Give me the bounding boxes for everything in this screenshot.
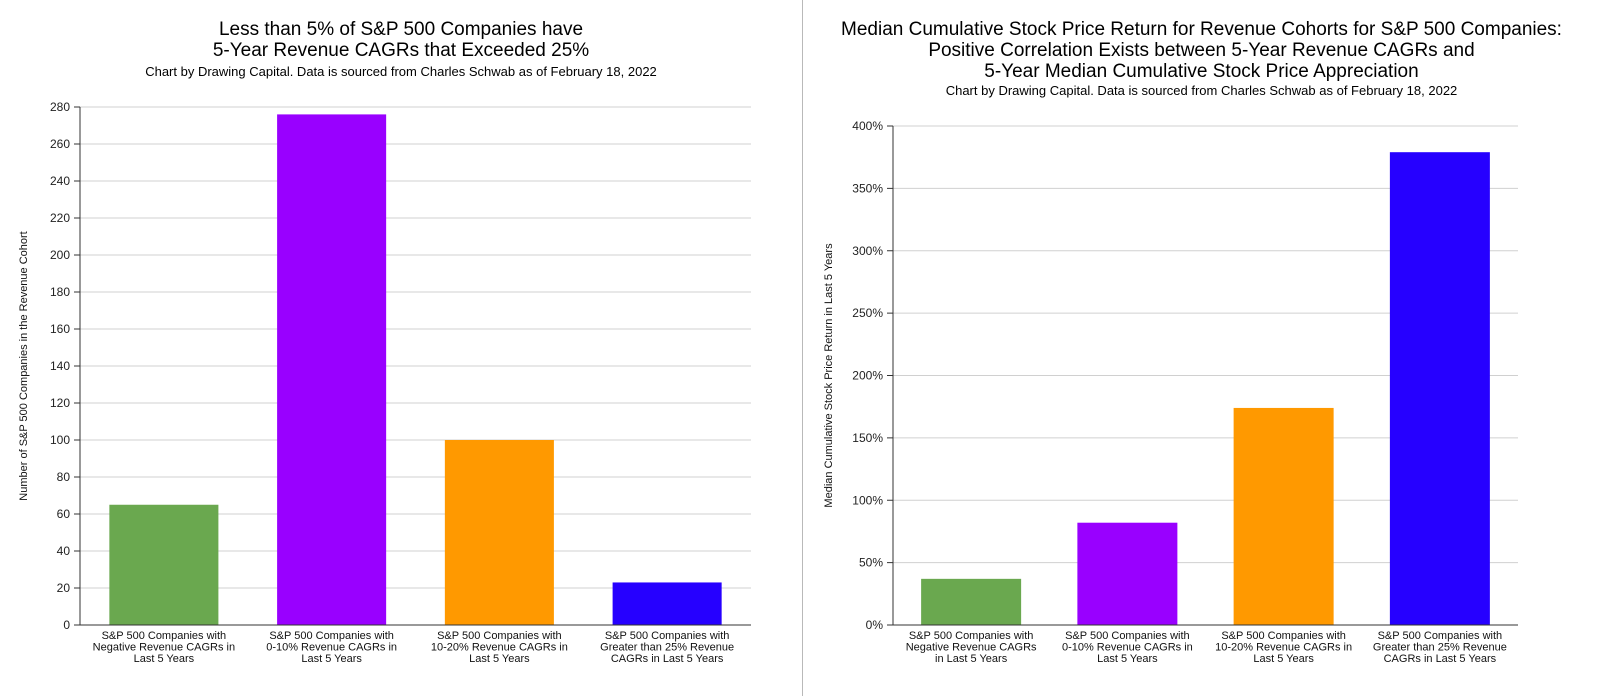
bar [1077, 522, 1178, 625]
x-category-label-line: CAGRs in Last 5 Years [611, 653, 724, 665]
bar [444, 440, 554, 625]
x-category-label-line: Last 5 Years [134, 653, 195, 665]
y-tick-label: 300% [852, 244, 883, 258]
chart-title-line: 5-Year Revenue CAGRs that Exceeded 25% [212, 40, 590, 61]
x-category-label: S&P 500 Companies with 10-20% Revenue CAG… [1215, 630, 1352, 665]
x-category-label: S&P 500 Companies with Greater than 25% R… [600, 630, 734, 665]
chart-subtitle: Chart by Drawing Capital. Data is source… [945, 83, 1458, 98]
chart-title-line: Median Cumulative Stock Price Return for… [841, 19, 1562, 40]
x-category-label-line: 10-20% Revenue CAGRs in [431, 642, 568, 654]
x-category-label-line: Negative Revenue CAGRs in [93, 642, 235, 654]
y-tick-label: 40 [57, 544, 71, 558]
y-tick-label: 140 [50, 359, 70, 373]
x-category-label: S&P 500 Companies with Negative Revenue C… [906, 630, 1037, 665]
bar [1233, 407, 1334, 625]
x-category-label: S&P 500 Companies with Greater than 25% R… [1373, 630, 1507, 665]
bar-chart-left: 0 20 40 60 80 100 120 140 160 180 200 220 240 260 280 S… [18, 100, 751, 665]
x-category-label: S&P 500 Companies with Negative Revenue C… [93, 630, 235, 665]
bar [277, 114, 387, 626]
x-category-label-line: S&P 500 Companies with [102, 630, 227, 642]
x-category-label-line: S&P 500 Companies with [269, 630, 394, 642]
chart-panel-left: Less than 5% of S&P 500 Companies have 5… [0, 19, 802, 665]
x-category-label-line: S&P 500 Companies with [1065, 630, 1190, 642]
y-axis-title: Number of S&P 500 Companies in the Reven… [18, 231, 30, 500]
bar [921, 578, 1022, 625]
chart-title: Less than 5% of S&P 500 Companies have 5… [0, 19, 802, 61]
y-tick-label: 350% [852, 181, 883, 195]
bar [612, 582, 722, 625]
x-category-label-line: S&P 500 Companies with [909, 630, 1034, 642]
x-category-label: S&P 500 Companies with 10-20% Revenue CAG… [431, 630, 568, 665]
x-category-label: S&P 500 Companies with 0-10% Revenue CAGR… [1062, 630, 1193, 665]
y-axis-title: Median Cumulative Stock Price Return in … [823, 243, 835, 508]
x-category-label-line: S&P 500 Companies with [1378, 630, 1503, 642]
x-category-label-line: 10-20% Revenue CAGRs in [1215, 642, 1352, 654]
y-tick-label: 200 [50, 248, 70, 262]
y-tick-label: 400% [852, 119, 883, 133]
y-tick-label: 280 [50, 100, 70, 114]
y-tick-label: 60 [57, 507, 71, 521]
bar [1389, 152, 1490, 625]
chart-title-line: Less than 5% of S&P 500 Companies have [218, 19, 584, 40]
x-category-label-line: Last 5 Years [469, 653, 530, 665]
bar-chart-right: 0% 50% 100% 150% 200% 250% 300% 350% 400% S&P 500… [823, 119, 1518, 665]
y-tick-label: 220 [50, 211, 70, 225]
x-category-label-line: 0-10% Revenue CAGRs in [1062, 642, 1193, 654]
y-tick-label: 20 [57, 581, 71, 595]
y-tick-label: 120 [50, 396, 70, 410]
y-tick-label: 150% [852, 431, 883, 445]
y-tick-label: 250% [852, 306, 883, 320]
x-category-label-line: S&P 500 Companies with [605, 630, 730, 642]
x-category-label: S&P 500 Companies with 0-10% Revenue CAGR… [266, 630, 397, 665]
y-tick-label: 240 [50, 174, 70, 188]
x-category-label-line: Greater than 25% Revenue [600, 642, 734, 654]
y-tick-label: 180 [50, 285, 70, 299]
chart-subtitle: Chart by Drawing Capital. Data is source… [145, 64, 657, 79]
x-category-label-line: S&P 500 Companies with [1221, 630, 1346, 642]
y-tick-label: 200% [852, 369, 883, 383]
chart-title-line: Positive Correlation Exists between 5-Ye… [928, 40, 1475, 61]
x-category-label-line: Greater than 25% Revenue [1373, 642, 1507, 654]
x-category-label-line: S&P 500 Companies with [437, 630, 562, 642]
x-category-label-line: in Last 5 Years [935, 653, 1008, 665]
x-category-label-line: 0-10% Revenue CAGRs in [266, 642, 397, 654]
x-category-label-line: Last 5 Years [1097, 653, 1158, 665]
y-tick-label: 0 [63, 618, 70, 632]
y-tick-label: 80 [57, 470, 71, 484]
x-category-label-line: Last 5 Years [1253, 653, 1314, 665]
x-category-label-line: Last 5 Years [301, 653, 362, 665]
y-tick-label: 100 [50, 433, 70, 447]
y-tick-label: 100% [852, 493, 883, 507]
chart-title: Median Cumulative Stock Price Return for… [803, 19, 1600, 82]
y-tick-label: 160 [50, 322, 70, 336]
y-tick-label: 50% [859, 556, 883, 570]
bar [109, 504, 219, 625]
panel-divider [802, 0, 803, 696]
x-category-label-line: Negative Revenue CAGRs [906, 642, 1037, 654]
chart-panel-right: Median Cumulative Stock Price Return for… [803, 0, 1600, 696]
y-tick-label: 0% [866, 618, 884, 632]
y-tick-label: 260 [50, 137, 70, 151]
chart-title-line: 5-Year Median Cumulative Stock Price App… [984, 61, 1419, 82]
x-category-label-line: CAGRs in Last 5 Years [1384, 653, 1497, 665]
